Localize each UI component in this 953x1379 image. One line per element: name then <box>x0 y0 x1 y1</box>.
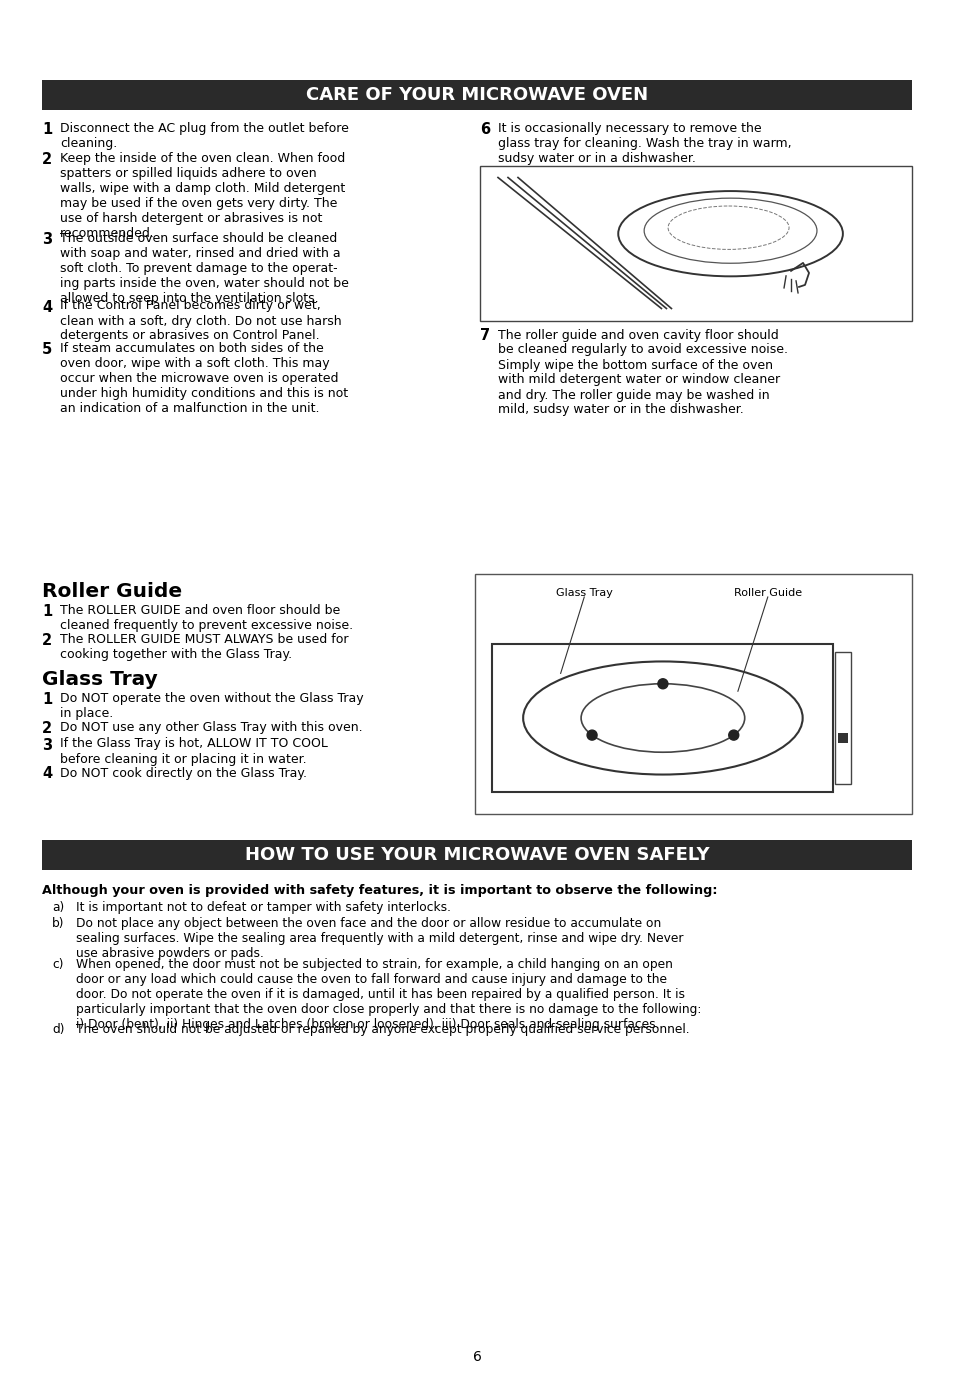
Text: c): c) <box>52 958 64 971</box>
Circle shape <box>586 729 597 741</box>
Bar <box>835 652 850 785</box>
Text: CARE OF YOUR MICROWAVE OVEN: CARE OF YOUR MICROWAVE OVEN <box>306 85 647 103</box>
Text: Keep the inside of the oven clean. When food
spatters or spilled liquids adhere : Keep the inside of the oven clean. When … <box>60 152 345 240</box>
Circle shape <box>728 729 738 741</box>
Bar <box>838 732 847 743</box>
Bar <box>479 165 911 320</box>
Text: 4: 4 <box>42 767 52 782</box>
Text: Glass Tray: Glass Tray <box>42 670 157 690</box>
Text: 1: 1 <box>42 692 52 707</box>
Text: Roller Guide: Roller Guide <box>733 587 801 598</box>
Circle shape <box>658 678 667 688</box>
Text: It is occasionally necessary to remove the
glass tray for cleaning. Wash the tra: It is occasionally necessary to remove t… <box>497 121 791 165</box>
Bar <box>475 574 911 814</box>
Text: 4: 4 <box>42 299 52 314</box>
Text: Disconnect the AC plug from the outlet before
cleaning.: Disconnect the AC plug from the outlet b… <box>60 121 349 150</box>
Text: 3: 3 <box>42 232 52 247</box>
Text: 2: 2 <box>42 721 52 736</box>
Text: HOW TO USE YOUR MICROWAVE OVEN SAFELY: HOW TO USE YOUR MICROWAVE OVEN SAFELY <box>244 845 709 865</box>
Text: Do NOT operate the oven without the Glass Tray
in place.: Do NOT operate the oven without the Glas… <box>60 692 363 720</box>
Text: Do not place any object between the oven face and the door or allow residue to a: Do not place any object between the oven… <box>76 917 682 960</box>
Text: 1: 1 <box>42 121 52 137</box>
Text: Although your oven is provided with safety features, it is important to observe : Although your oven is provided with safe… <box>42 884 717 896</box>
Text: Roller Guide: Roller Guide <box>42 582 182 601</box>
Text: b): b) <box>52 917 65 931</box>
Text: 1: 1 <box>42 604 52 619</box>
Text: 2: 2 <box>42 633 52 648</box>
Text: The ROLLER GUIDE and oven floor should be
cleaned frequently to prevent excessiv: The ROLLER GUIDE and oven floor should b… <box>60 604 353 632</box>
Text: d): d) <box>52 1023 65 1036</box>
Text: If the Glass Tray is hot, ALLOW IT TO COOL
before cleaning it or placing it in w: If the Glass Tray is hot, ALLOW IT TO CO… <box>60 738 328 765</box>
Text: If steam accumulates on both sides of the
oven door, wipe with a soft cloth. Thi: If steam accumulates on both sides of th… <box>60 342 348 415</box>
Text: Do NOT cook directly on the Glass Tray.: Do NOT cook directly on the Glass Tray. <box>60 767 307 779</box>
Bar <box>42 840 911 870</box>
Text: 6: 6 <box>472 1350 481 1364</box>
Bar <box>42 80 911 110</box>
Text: 3: 3 <box>42 738 52 753</box>
Text: The roller guide and oven cavity floor should
be cleaned regularly to avoid exce: The roller guide and oven cavity floor s… <box>497 328 787 416</box>
Bar <box>492 644 833 793</box>
Text: When opened, the door must not be subjected to strain, for example, a child hang: When opened, the door must not be subjec… <box>76 958 700 1030</box>
Text: 2: 2 <box>42 152 52 167</box>
Text: The oven should not be adjusted or repaired by anyone except properly qualified : The oven should not be adjusted or repai… <box>76 1023 689 1036</box>
Text: The ROLLER GUIDE MUST ALWAYS be used for
cooking together with the Glass Tray.: The ROLLER GUIDE MUST ALWAYS be used for… <box>60 633 348 661</box>
Text: a): a) <box>52 900 64 914</box>
Text: Glass Tray: Glass Tray <box>556 587 612 598</box>
Text: It is important not to defeat or tamper with safety interlocks.: It is important not to defeat or tamper … <box>76 900 451 914</box>
Text: If the Control Panel becomes dirty or wet,
clean with a soft, dry cloth. Do not : If the Control Panel becomes dirty or we… <box>60 299 341 342</box>
Text: 6: 6 <box>479 121 490 137</box>
Text: The outside oven surface should be cleaned
with soap and water, rinsed and dried: The outside oven surface should be clean… <box>60 232 349 305</box>
Text: 5: 5 <box>42 342 52 357</box>
Text: 7: 7 <box>479 328 490 343</box>
Text: Do NOT use any other Glass Tray with this oven.: Do NOT use any other Glass Tray with thi… <box>60 721 362 734</box>
